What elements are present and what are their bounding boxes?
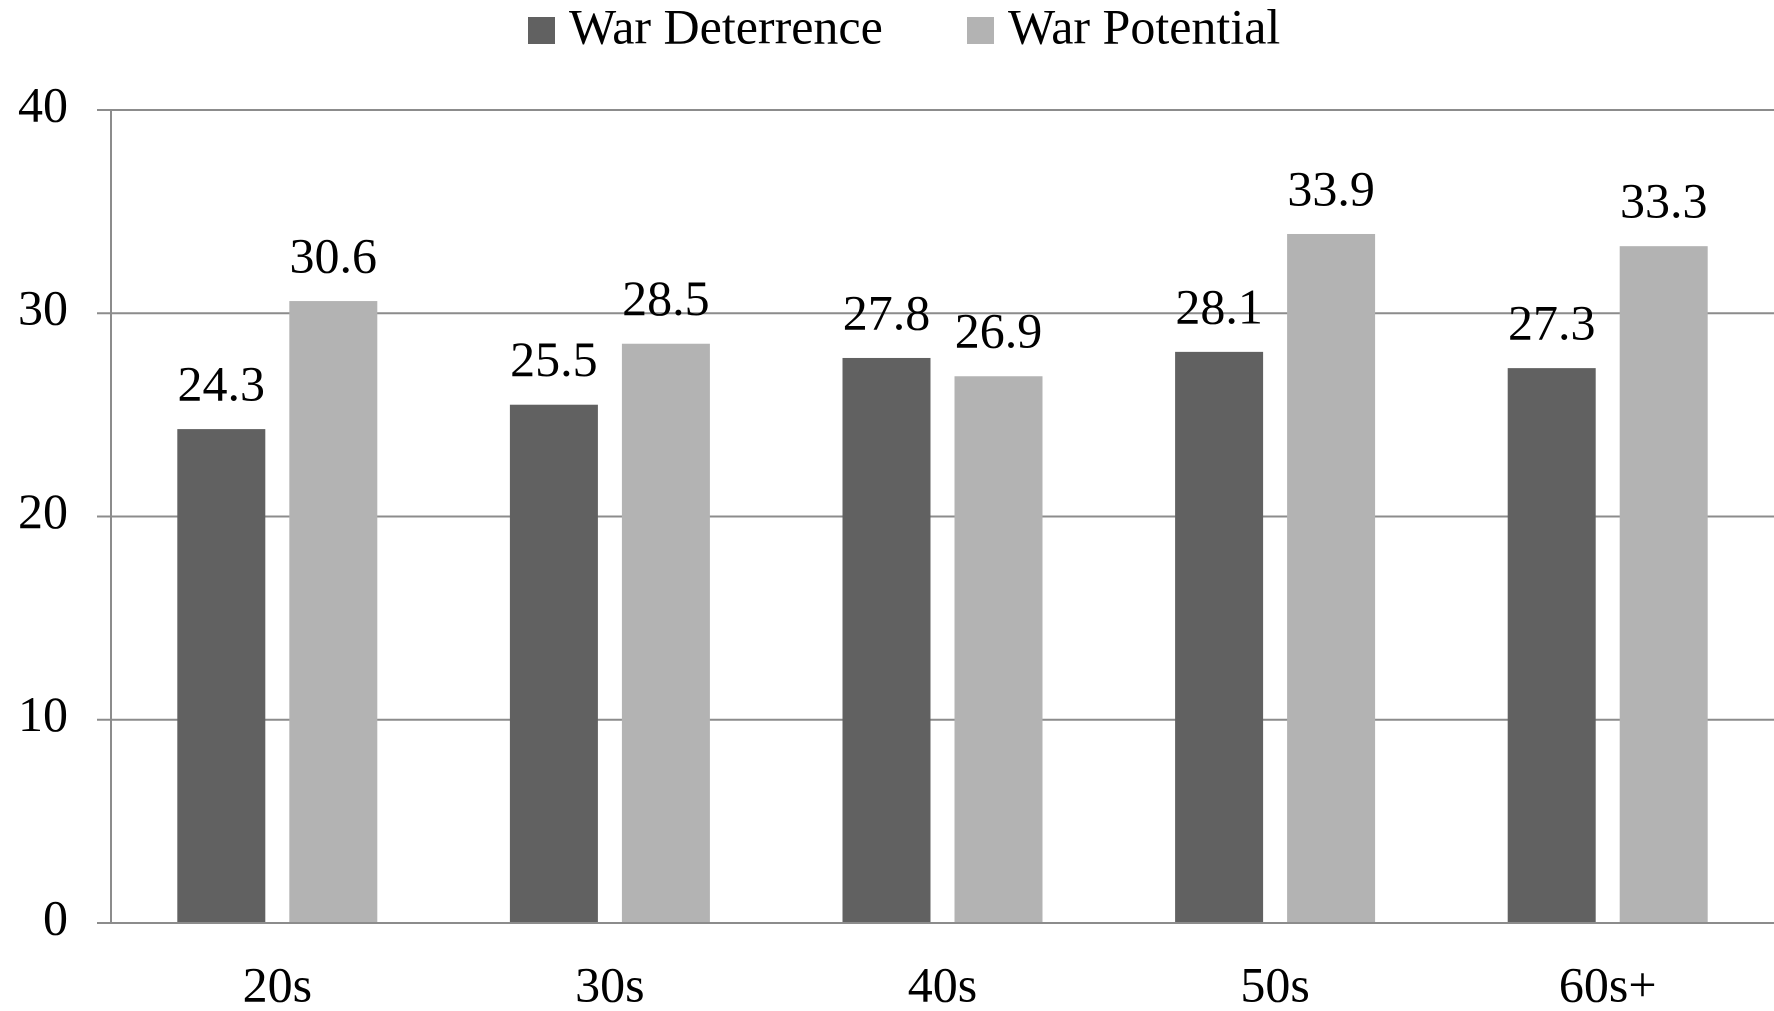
value-label: 33.9 [1287,160,1375,216]
x-tick-label: 50s [1240,956,1309,1011]
value-label: 28.1 [1175,278,1263,334]
y-tick-label: 10 [18,686,68,742]
value-label: 26.9 [955,303,1043,359]
bar [1507,368,1596,923]
bar [289,301,378,923]
legend-label: War Deterrence [569,0,883,54]
value-label: 28.5 [622,270,710,326]
bar [509,404,598,923]
x-tick-label: 30s [575,956,644,1011]
value-label: 27.3 [1508,295,1596,351]
y-tick-label: 20 [18,483,68,539]
x-tick-label: 40s [908,956,977,1011]
legend-swatch [967,17,994,44]
bar [621,343,710,923]
bar [1619,246,1708,924]
y-tick-label: 30 [18,280,68,336]
bar [1175,351,1264,923]
value-label: 33.3 [1620,173,1708,229]
legend-swatch [528,17,555,44]
y-tick-label: 0 [43,889,68,945]
x-tick-label: 20s [243,956,312,1011]
bar [954,376,1043,923]
value-label: 30.6 [290,228,378,284]
x-tick-label: 60s+ [1559,956,1657,1011]
legend-label: War Potential [1008,0,1280,54]
y-tick-label: 40 [18,76,68,132]
value-label: 25.5 [510,331,598,387]
bar [842,357,931,924]
bar [177,429,266,923]
value-label: 27.8 [843,284,931,340]
value-label: 24.3 [178,356,266,412]
bar [1287,233,1376,924]
